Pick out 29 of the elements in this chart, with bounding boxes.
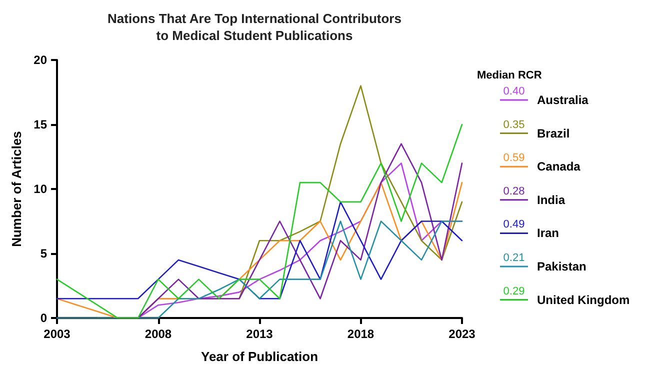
- y-axis-title: Number of Articles: [8, 131, 24, 247]
- y-tick-label: 15: [34, 118, 48, 132]
- legend-label: Canada: [537, 160, 581, 174]
- text: 0.28: [503, 185, 525, 198]
- legend-label: Iran: [537, 226, 560, 240]
- text: 0.49: [503, 218, 525, 231]
- text: 0.59: [503, 152, 525, 164]
- x-tick-label: 2003: [44, 327, 71, 341]
- x-tick-label: 2013: [246, 327, 274, 341]
- y-tick-label: 10: [34, 182, 48, 196]
- legend-label: India: [537, 192, 566, 207]
- chart-title: Nations That Are Top International Contributors to Medical Student Publications: [108, 11, 402, 43]
- x-axis-title: Year of Publication: [200, 349, 318, 364]
- legend-label: Pakistan: [537, 260, 586, 274]
- y-tick-label: 5: [40, 246, 48, 260]
- x-tick-label: 2018: [347, 327, 374, 341]
- text: 0.21: [503, 252, 525, 264]
- line-series: [56, 201, 463, 300]
- legend-label: Australia: [537, 93, 589, 107]
- legend-label: United Kingdom: [537, 292, 630, 307]
- text: 0.35: [503, 118, 525, 131]
- x-tick-label: 2023: [448, 327, 476, 341]
- legend-label: Brazil: [537, 126, 570, 140]
- y-tick-label: 20: [34, 53, 48, 67]
- legend-title: Median RCR: [477, 70, 542, 82]
- text: 0.29: [503, 285, 525, 298]
- y-tick-label: 0: [40, 311, 48, 325]
- x-tick-label: 2008: [144, 327, 172, 341]
- text: 0.40: [503, 86, 525, 98]
